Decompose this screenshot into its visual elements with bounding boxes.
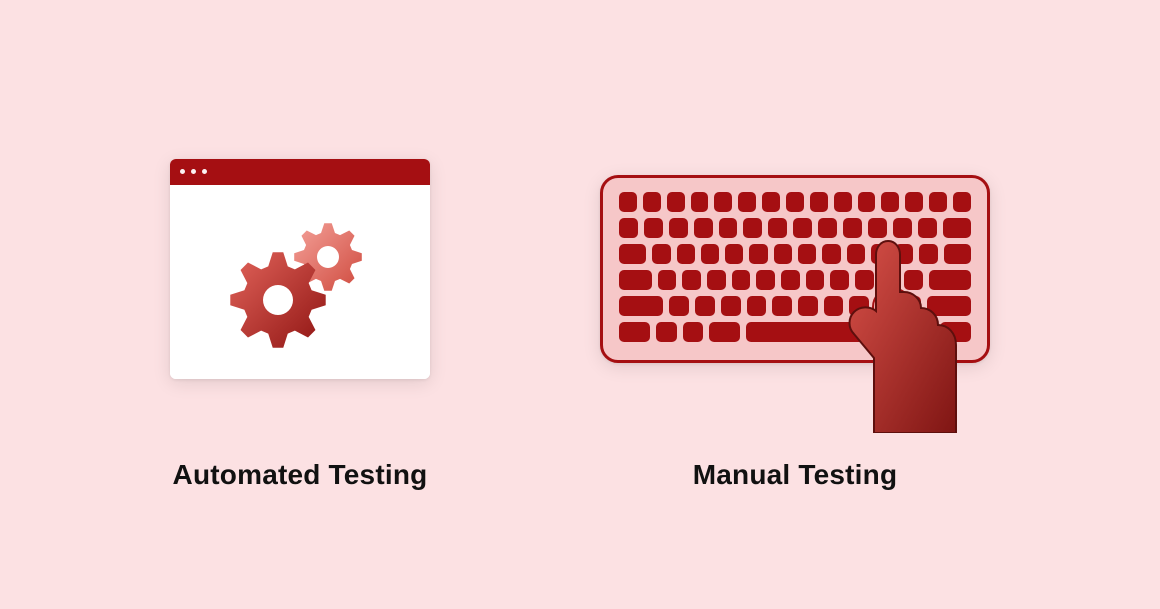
automated-label: Automated Testing	[173, 459, 428, 491]
window-dot-icon	[202, 169, 207, 174]
keyboard-key	[806, 270, 825, 290]
keyboard-key	[643, 192, 661, 212]
manual-illustration	[600, 119, 990, 419]
keyboard-key	[822, 244, 840, 264]
keyboard-row	[619, 322, 971, 342]
keyboard-key	[619, 192, 637, 212]
keyboard-key	[810, 192, 828, 212]
keyboard-key	[658, 270, 677, 290]
keyboard-key	[847, 244, 865, 264]
keyboard-key	[929, 192, 947, 212]
keyboard-key	[798, 296, 818, 316]
keyboard-key	[694, 218, 713, 238]
keyboard-key	[619, 296, 663, 316]
keyboard-key	[709, 322, 740, 342]
keyboard-key	[871, 244, 889, 264]
keyboard-key	[880, 270, 899, 290]
keyboard-key	[927, 296, 971, 316]
keyboard-key	[725, 244, 743, 264]
browser-content	[170, 185, 430, 379]
keyboard-key	[943, 218, 971, 238]
keyboard-key	[824, 296, 844, 316]
keyboard-row	[619, 244, 971, 264]
keyboard-key	[743, 218, 762, 238]
keyboard-key	[774, 244, 792, 264]
keyboard-key	[682, 270, 701, 290]
keyboard-key	[901, 296, 921, 316]
keyboard-key	[913, 322, 934, 342]
keyboard-key	[683, 322, 704, 342]
automated-panel: Automated Testing	[170, 119, 430, 491]
keyboard-key	[669, 218, 688, 238]
infographic-canvas: Automated Testing Manual Testing	[0, 0, 1160, 609]
keyboard-row	[619, 192, 971, 212]
keyboard-key	[868, 218, 887, 238]
browser-window-icon	[170, 159, 430, 379]
keyboard-key	[929, 270, 971, 290]
keyboard-row	[619, 296, 971, 316]
window-dot-icon	[180, 169, 185, 174]
keyboard-key	[738, 192, 756, 212]
keyboard-row	[619, 218, 971, 238]
gears-icon	[210, 202, 390, 362]
keyboard-icon	[600, 175, 990, 363]
keyboard-wrap	[600, 175, 990, 363]
keyboard-key	[919, 244, 937, 264]
keyboard-key	[669, 296, 689, 316]
keyboard-key	[677, 244, 695, 264]
keyboard-key	[893, 218, 912, 238]
keyboard-key	[721, 296, 741, 316]
keyboard-key	[904, 270, 923, 290]
keyboard-key	[749, 244, 767, 264]
keyboard-key	[619, 218, 638, 238]
keyboard-key	[667, 192, 685, 212]
keyboard-key	[732, 270, 751, 290]
keyboard-key	[918, 218, 937, 238]
keyboard-key	[695, 296, 715, 316]
window-dot-icon	[191, 169, 196, 174]
keyboard-key	[652, 244, 670, 264]
keyboard-key	[895, 244, 913, 264]
keyboard-key	[762, 192, 780, 212]
keyboard-key	[858, 192, 876, 212]
keyboard-key	[940, 322, 971, 342]
manual-panel: Manual Testing	[600, 119, 990, 491]
keyboard-key	[619, 322, 650, 342]
keyboard-key	[944, 244, 971, 264]
keyboard-key	[772, 296, 792, 316]
keyboard-key	[881, 192, 899, 212]
keyboard-key	[768, 218, 787, 238]
keyboard-key	[756, 270, 775, 290]
keyboard-key	[781, 270, 800, 290]
keyboard-key	[747, 296, 767, 316]
keyboard-key	[818, 218, 837, 238]
automated-illustration	[170, 119, 430, 419]
keyboard-key	[834, 192, 852, 212]
keyboard-key	[905, 192, 923, 212]
keyboard-key	[714, 192, 732, 212]
keyboard-key	[849, 296, 869, 316]
keyboard-key	[656, 322, 677, 342]
keyboard-key	[691, 192, 709, 212]
keyboard-key	[746, 322, 870, 342]
keyboard-key	[843, 218, 862, 238]
manual-label: Manual Testing	[693, 459, 898, 491]
keyboard-key	[876, 322, 907, 342]
browser-titlebar	[170, 159, 430, 185]
keyboard-key	[707, 270, 726, 290]
keyboard-key	[719, 218, 738, 238]
keyboard-key	[701, 244, 719, 264]
keyboard-row	[619, 270, 971, 290]
keyboard-key	[619, 270, 652, 290]
keyboard-key	[855, 270, 874, 290]
keyboard-key	[786, 192, 804, 212]
keyboard-key	[830, 270, 849, 290]
keyboard-key	[793, 218, 812, 238]
keyboard-key	[644, 218, 663, 238]
keyboard-key	[798, 244, 816, 264]
keyboard-key	[619, 244, 646, 264]
keyboard-key	[875, 296, 895, 316]
keyboard-key	[953, 192, 971, 212]
